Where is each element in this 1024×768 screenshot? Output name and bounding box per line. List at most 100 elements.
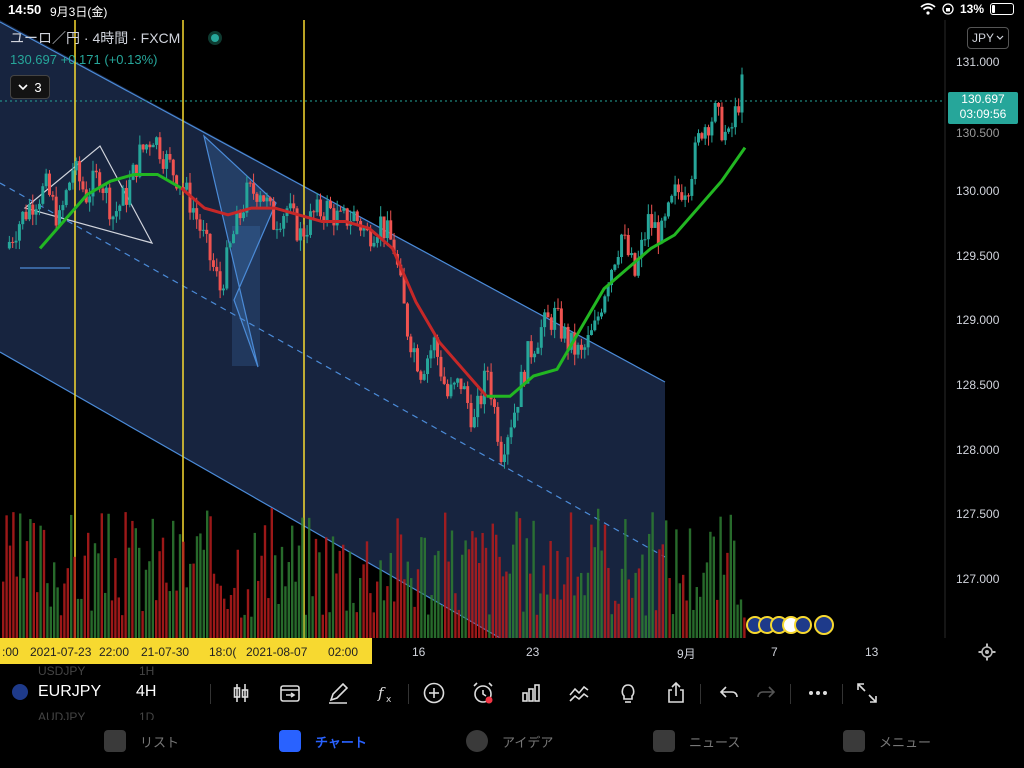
alert-clock-icon[interactable] [471,681,495,705]
volume-bar [634,572,637,638]
volume-bar [699,596,702,638]
candle-body [131,164,135,180]
candle-body [352,211,356,222]
volume-bar [716,599,719,638]
more-icon[interactable] [806,681,830,705]
volume-bar [165,582,168,638]
candle-body [121,187,125,206]
redo-icon[interactable] [754,681,778,705]
price-chart[interactable] [0,20,1024,638]
time-tick: 23 [526,645,540,659]
price-tick: 127.500 [956,507,1000,521]
candle-body [71,170,75,183]
idea-lightbulb-icon[interactable] [616,681,640,705]
indicator-toggle-button[interactable]: 3 [10,75,50,99]
candle-body [426,358,430,375]
candle-body [148,144,152,148]
candle-body [329,200,333,209]
add-icon[interactable] [422,681,446,705]
volume-bar [495,534,498,638]
event-markers[interactable] [746,615,834,635]
candle-body [486,370,490,372]
volume-bar [325,537,328,638]
nav-list[interactable]: リスト [104,730,179,752]
candle-body [513,412,517,428]
undo-icon[interactable] [717,681,741,705]
compare-icon[interactable] [567,681,591,705]
nav-label: アイデア [502,734,554,750]
fullscreen-icon[interactable] [855,681,879,705]
volume-bar [508,573,511,638]
candle-body [456,378,460,383]
nav-news[interactable]: ニュース [653,730,740,752]
nav-ideas[interactable]: アイデア [466,730,553,752]
volume-bar [321,614,324,638]
draw-pen-icon[interactable] [326,681,350,705]
volume-bar [308,517,311,638]
candle-body [208,233,212,261]
eu-flag-icon [12,684,28,700]
candle-body [660,220,664,244]
volume-bar [233,587,236,638]
candle-body [489,371,493,400]
volume-bar [695,587,698,638]
volume-bar [627,579,630,638]
candlestick-icon[interactable] [229,681,253,705]
volume-bar [22,578,25,638]
candle-body [24,211,28,220]
candle-body [47,173,51,195]
candle-body [362,227,366,231]
volume-bar [464,540,467,638]
volume-bar [311,596,314,638]
volume-bar [365,541,369,638]
share-icon[interactable] [664,681,688,705]
price-tick: 131.000 [956,55,1000,69]
volume-bar [505,571,508,638]
nav-chart[interactable]: チャート [279,730,367,752]
volume-bar [525,538,528,638]
gear-icon[interactable] [978,643,996,661]
volume-bar [76,598,80,638]
volume-bar [546,594,549,638]
svg-text:f: f [377,684,386,702]
candle-body [740,74,744,113]
candle-body [616,257,620,265]
moving-average-green [38,146,747,398]
interval-selector[interactable]: 4H [136,683,157,700]
nav-menu[interactable]: メニュー [843,730,931,752]
harmonic-zone [232,226,260,366]
symbol-selector[interactable]: EURJPY [38,683,102,700]
candles [7,67,744,469]
volume-bar [314,538,318,638]
volume-bar [532,520,535,638]
volume-bar [668,578,671,638]
time-tick: 21-07-30 [141,645,190,659]
volume-bar [151,518,154,638]
volume-bar [617,603,620,638]
candle-body [509,427,513,438]
candle-body [690,179,694,196]
bar-chart-icon[interactable] [519,681,543,705]
symbol-title[interactable]: ユーロ／円 · 4時間 · FXCM [10,30,181,46]
candle-body [325,200,329,221]
candle-body [168,154,172,160]
menu-icon [843,730,865,752]
candle-body [238,211,242,219]
volume-bar [586,572,590,638]
candle-body [422,374,426,380]
replay-icon[interactable] [278,681,302,705]
candle-body [650,214,654,228]
volume-bar [331,536,335,638]
volume-bar [705,562,709,638]
candle-body [111,216,115,220]
candle-body [526,341,530,384]
currency-selector[interactable]: JPY [967,27,1009,49]
candle-body [41,186,45,204]
candle-body [409,336,413,353]
status-right: 13% [920,2,1014,16]
candle-body [21,211,25,225]
candle-body [27,204,31,220]
volume-bar [12,512,15,638]
candle-body [727,128,731,132]
